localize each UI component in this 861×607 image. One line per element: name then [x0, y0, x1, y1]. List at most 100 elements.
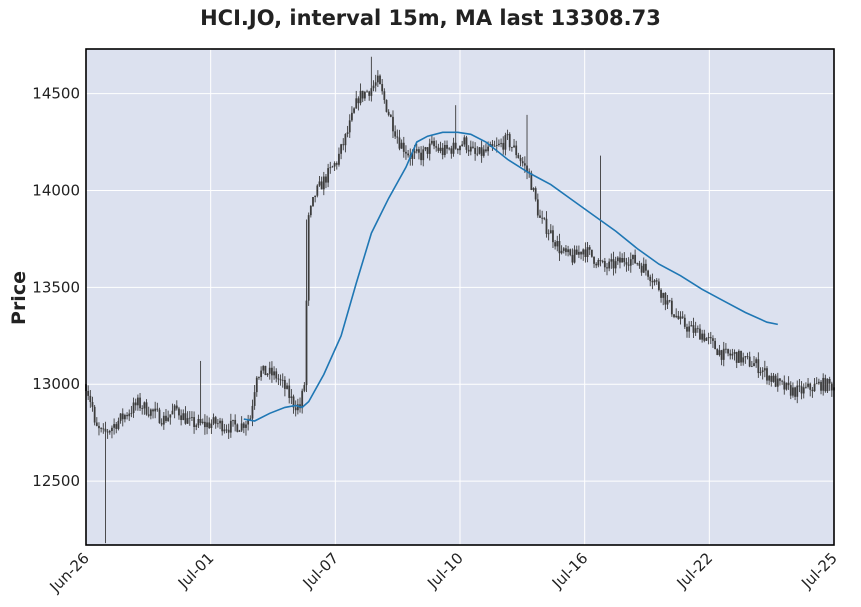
candle-body	[573, 249, 576, 263]
candle-body	[532, 188, 535, 190]
candle-body	[657, 281, 660, 290]
candle-body	[513, 145, 515, 148]
candle-body	[534, 188, 537, 200]
candle-body	[258, 377, 260, 378]
candle-body	[312, 196, 314, 206]
candle-body	[314, 195, 317, 197]
candle-body	[320, 181, 323, 190]
candle-body	[536, 199, 539, 216]
candle-body	[273, 371, 275, 376]
candle-body	[281, 379, 284, 381]
candle-body	[753, 363, 755, 367]
candle-body	[379, 75, 381, 85]
candle-body	[718, 350, 721, 355]
candle-body	[668, 300, 671, 302]
candle-body	[487, 146, 490, 152]
candle-body	[260, 370, 263, 378]
candle-body	[811, 389, 814, 392]
candle-body	[809, 383, 812, 390]
candle-body	[474, 147, 477, 154]
candle-body	[288, 385, 291, 398]
candle-body	[636, 263, 639, 265]
candle-body	[132, 402, 135, 413]
candle-body	[526, 165, 528, 172]
candle-body	[727, 349, 729, 354]
y-tick-label: 14500	[32, 85, 80, 103]
candle-body	[193, 417, 195, 427]
candle-body	[396, 136, 399, 138]
candle-body	[441, 147, 444, 156]
candle-body	[586, 247, 589, 258]
candle-body	[705, 338, 708, 341]
candle-body	[740, 350, 742, 363]
candle-body	[634, 254, 637, 264]
candle-body	[482, 149, 485, 156]
candle-body	[677, 315, 680, 319]
candle-body	[162, 415, 165, 425]
candle-body	[195, 425, 198, 427]
candle-body	[595, 263, 598, 266]
candle-body	[420, 152, 422, 161]
candle-body	[666, 300, 669, 305]
y-tick-label: 13000	[32, 375, 80, 393]
candle-body	[130, 412, 133, 414]
candle-body	[703, 333, 706, 341]
candle-body	[188, 417, 191, 419]
candle-body	[545, 218, 548, 234]
candle-body	[610, 259, 613, 262]
x-tick-label: Jul-25	[797, 549, 841, 593]
candle-body	[221, 420, 224, 432]
candle-body	[521, 161, 524, 164]
candle-body	[807, 383, 809, 387]
candle-body	[428, 143, 431, 154]
candle-body	[102, 428, 105, 430]
candle-body	[95, 422, 98, 426]
candle-body	[794, 387, 796, 397]
candle-body	[770, 375, 773, 382]
candle-body	[111, 427, 113, 432]
candle-body	[435, 146, 438, 148]
candle-body	[208, 422, 211, 428]
candle-body	[649, 276, 652, 282]
candle-body	[344, 133, 347, 146]
candle-body	[662, 292, 665, 298]
candle-body	[720, 350, 723, 360]
candle-body	[448, 148, 451, 150]
chart-title: HCI.JO, interval 15m, MA last 13308.73	[200, 6, 661, 30]
candle-body	[653, 280, 656, 283]
candle-body	[828, 378, 831, 384]
candle-body	[331, 166, 334, 168]
candle-body	[186, 418, 189, 424]
candle-body	[804, 386, 807, 388]
candle-body	[178, 408, 180, 416]
candle-body	[156, 408, 159, 410]
candle-body	[560, 250, 563, 254]
candle-body	[629, 259, 632, 266]
candle-body	[232, 419, 234, 421]
candle-body	[363, 91, 366, 99]
candle-body	[506, 134, 509, 136]
candle-body	[614, 261, 617, 269]
candle-body	[275, 371, 278, 379]
candle-body	[660, 289, 662, 298]
candle-body	[430, 140, 433, 144]
candle-body	[575, 249, 578, 255]
candle-body	[108, 431, 111, 433]
candle-body	[392, 116, 394, 132]
candle-body	[242, 423, 245, 428]
candle-body	[149, 409, 152, 416]
candle-body	[98, 425, 100, 429]
candle-body	[264, 365, 267, 376]
candle-body	[91, 402, 94, 407]
candle-body	[688, 326, 691, 332]
candle-body	[783, 381, 786, 390]
candle-body	[552, 230, 554, 243]
candle-body	[327, 168, 330, 183]
candle-body	[493, 145, 496, 147]
candle-body	[389, 114, 392, 117]
candle-body	[696, 328, 699, 330]
candle-body	[725, 348, 727, 350]
candle-body	[292, 396, 295, 408]
candle-body	[597, 260, 600, 266]
candle-body	[411, 153, 414, 159]
